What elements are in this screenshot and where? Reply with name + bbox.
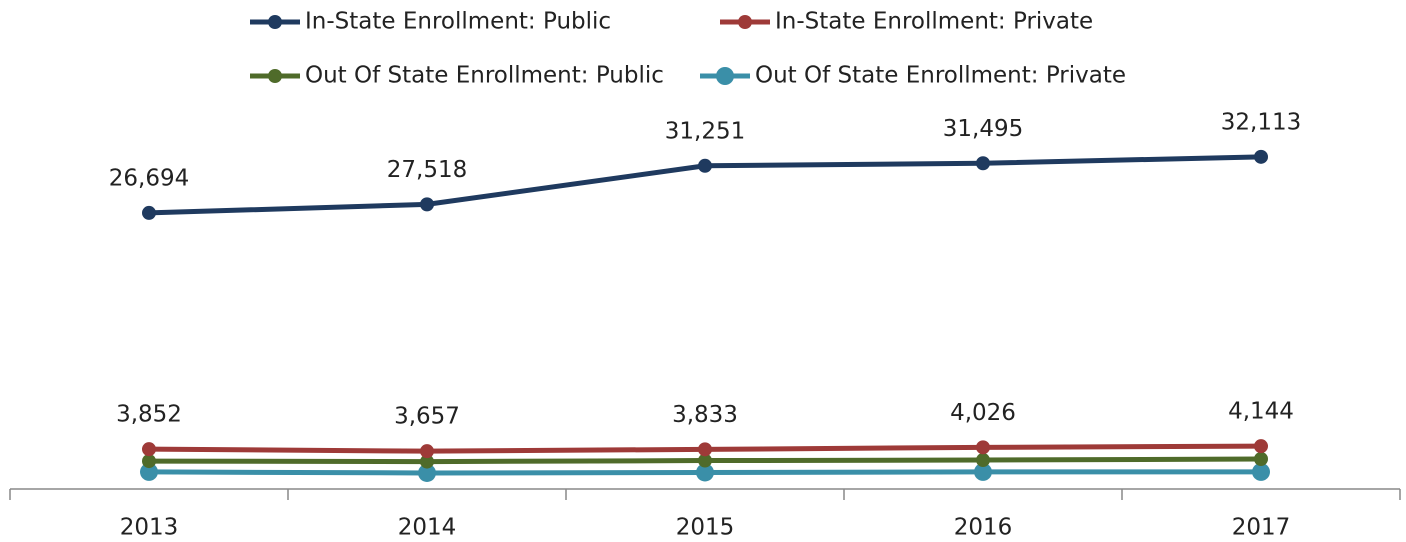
legend-marker: [738, 15, 752, 29]
x-tick-label: 2014: [398, 515, 457, 541]
data-point: [698, 442, 712, 457]
legend-label: In-State Enrollment: Public: [305, 9, 611, 35]
data-label: 3,657: [394, 404, 460, 430]
data-point: [418, 463, 436, 482]
data-point: [1254, 439, 1268, 454]
data-point: [142, 205, 156, 220]
legend-label: In-State Enrollment: Private: [775, 9, 1093, 35]
data-point: [696, 463, 714, 482]
data-label: 26,694: [109, 165, 189, 191]
x-tick-label: 2016: [954, 515, 1013, 541]
legend-marker: [716, 67, 734, 85]
data-point: [1254, 149, 1268, 164]
data-point: [1252, 462, 1270, 481]
legend-marker: [268, 69, 282, 83]
data-point: [420, 197, 434, 212]
data-label: 31,251: [665, 118, 745, 144]
legend-label: Out Of State Enrollment: Private: [755, 63, 1126, 89]
data-point: [420, 454, 434, 469]
data-point: [698, 453, 712, 468]
data-point: [142, 442, 156, 457]
data-point: [976, 440, 990, 455]
data-point: [140, 462, 158, 481]
data-label: 4,144: [1228, 399, 1294, 425]
data-label: 3,852: [116, 402, 182, 428]
data-point: [420, 444, 434, 459]
data-label: 31,495: [943, 116, 1023, 142]
data-label: 27,518: [387, 157, 467, 183]
x-tick-label: 2015: [676, 515, 735, 541]
legend-label: Out Of State Enrollment: Public: [305, 63, 664, 89]
data-label: 32,113: [1221, 109, 1301, 135]
data-label: 3,833: [672, 402, 738, 428]
data-point: [976, 453, 990, 468]
x-tick-label: 2017: [1232, 515, 1291, 541]
data-point: [976, 156, 990, 171]
data-point: [698, 158, 712, 173]
data-point: [974, 462, 992, 481]
data-label: 4,026: [950, 400, 1016, 426]
legend-marker: [268, 15, 282, 29]
data-point: [1254, 452, 1268, 467]
x-tick-label: 2013: [120, 515, 179, 541]
data-point: [142, 454, 156, 469]
